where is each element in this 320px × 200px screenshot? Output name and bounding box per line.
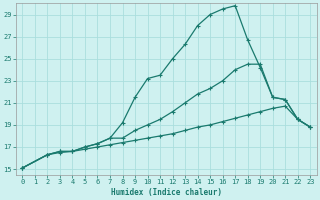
X-axis label: Humidex (Indice chaleur): Humidex (Indice chaleur)	[111, 188, 222, 197]
